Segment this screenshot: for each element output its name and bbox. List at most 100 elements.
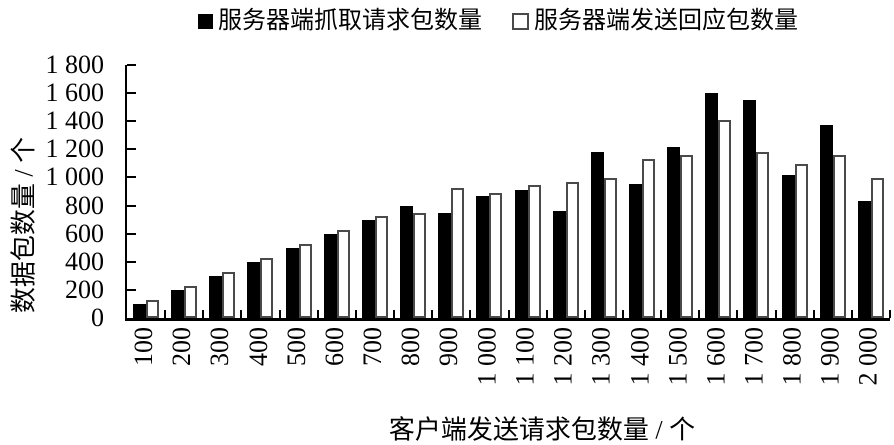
bar-captured-requests xyxy=(400,206,414,318)
bar-captured-requests xyxy=(323,234,337,318)
bar-sent-responses xyxy=(718,120,732,318)
open-square-icon xyxy=(512,12,529,30)
x-axis-tick-label: 1 100 xyxy=(510,327,540,386)
x-axis-tick-label: 100 xyxy=(129,327,159,366)
legend-item-captured-requests: 服务器端抓取请求包数量 xyxy=(198,8,482,34)
bar-captured-requests xyxy=(476,196,490,318)
bar-captured-requests xyxy=(247,262,261,318)
x-axis-tick xyxy=(621,310,624,318)
bar-captured-requests xyxy=(285,248,299,318)
bar-sent-responses xyxy=(336,230,350,318)
x-axis-tick-label: 700 xyxy=(357,327,387,366)
filled-square-icon xyxy=(198,13,213,29)
bar-captured-requests xyxy=(590,152,604,318)
bar-sent-responses xyxy=(451,188,465,318)
y-axis-tick-label: 1 000 xyxy=(45,162,105,192)
x-axis-tick xyxy=(316,310,319,318)
x-axis-tick-label: 1 700 xyxy=(739,327,769,386)
x-axis-tick xyxy=(469,310,472,318)
y-axis-tick xyxy=(127,64,136,67)
y-axis-tick-label: 400 xyxy=(65,246,104,276)
y-axis-tick-label: 1 800 xyxy=(45,50,105,79)
y-axis-tick xyxy=(127,260,136,263)
bar-sent-responses xyxy=(794,164,808,318)
bar-sent-responses xyxy=(870,178,884,318)
x-axis-tick-label: 1 500 xyxy=(663,327,693,386)
x-axis-tick-label: 2 000 xyxy=(853,327,883,386)
x-axis-tick xyxy=(850,310,853,318)
y-axis-tick-label: 200 xyxy=(65,274,104,304)
chart-legend: 服务器端抓取请求包数量 服务器端发送回应包数量 xyxy=(198,8,798,34)
legend-item-sent-responses: 服务器端发送回应包数量 xyxy=(512,8,798,34)
bar-captured-requests xyxy=(857,201,871,318)
x-axis-tick xyxy=(393,310,396,318)
bar-sent-responses xyxy=(680,155,694,318)
bar-captured-requests xyxy=(781,175,795,318)
x-axis-tick-label: 200 xyxy=(167,327,197,366)
x-axis-tick-label: 400 xyxy=(243,327,273,366)
bar-captured-requests xyxy=(171,290,185,318)
y-axis-tick xyxy=(127,232,136,235)
x-axis-tick xyxy=(354,310,357,318)
y-axis-tick-label: 1 400 xyxy=(45,106,105,136)
bar-captured-requests xyxy=(514,190,528,318)
bar-sent-responses xyxy=(374,216,388,318)
bar-captured-requests xyxy=(819,125,833,318)
x-axis-tick-label: 1 300 xyxy=(586,327,616,386)
x-axis-tick xyxy=(583,310,586,318)
x-axis-tick-label: 1 900 xyxy=(815,327,845,386)
y-axis-tick xyxy=(127,92,136,95)
bar-captured-requests xyxy=(667,147,681,318)
x-axis-tick xyxy=(240,310,243,318)
bar-captured-requests xyxy=(552,211,566,318)
y-axis-tick xyxy=(127,176,136,179)
bar-sent-responses xyxy=(413,213,427,318)
x-axis-tick-label: 1 600 xyxy=(701,327,731,386)
x-axis-tick xyxy=(660,310,663,318)
bar-sent-responses xyxy=(756,152,770,318)
legend-label-captured-requests: 服务器端抓取请求包数量 xyxy=(218,8,482,34)
bar-sent-responses xyxy=(565,182,579,318)
bar-captured-requests xyxy=(209,276,223,318)
y-axis-tick xyxy=(127,204,136,207)
bar-captured-requests xyxy=(361,220,375,318)
bar-sent-responses xyxy=(260,258,274,318)
y-axis-tick-label: 1 200 xyxy=(45,134,105,164)
bar-sent-responses xyxy=(832,155,846,318)
x-axis-tick-label: 1 200 xyxy=(548,327,578,386)
y-axis-tick xyxy=(127,120,136,123)
y-axis-tick-label: 0 xyxy=(91,303,104,332)
y-axis-tick xyxy=(127,288,136,291)
bar-sent-responses xyxy=(298,244,312,318)
x-axis-tick xyxy=(774,310,777,318)
x-axis-tick-label: 900 xyxy=(434,327,464,366)
x-axis-tick-label: 600 xyxy=(319,327,349,366)
bar-captured-requests xyxy=(438,213,452,318)
x-axis-tick xyxy=(812,310,815,318)
x-axis-title: 客户端发送请求包数量 / 个 xyxy=(388,415,696,445)
y-axis-tick-label: 600 xyxy=(65,218,104,248)
bar-captured-requests xyxy=(705,93,719,318)
x-axis-tick-label: 1 000 xyxy=(472,327,502,386)
bar-sent-responses xyxy=(222,272,236,318)
x-axis-tick xyxy=(202,310,205,318)
legend-label-sent-responses: 服务器端发送回应包数量 xyxy=(534,8,798,34)
bar-sent-responses xyxy=(184,286,198,318)
plot-area xyxy=(125,64,891,321)
x-axis-tick xyxy=(278,310,281,318)
bar-sent-responses xyxy=(641,159,655,318)
y-axis-tick xyxy=(127,148,136,151)
x-axis-tick xyxy=(164,310,167,318)
x-axis-tick-label: 800 xyxy=(396,327,426,366)
bar-sent-responses xyxy=(603,178,617,318)
x-axis-tick xyxy=(507,310,510,318)
y-axis-tick-label: 800 xyxy=(65,190,104,220)
x-axis-tick xyxy=(889,310,891,318)
x-axis-tick-label: 500 xyxy=(281,327,311,366)
y-axis-tick-label: 1 600 xyxy=(45,78,105,108)
bar-captured-requests xyxy=(743,100,757,318)
bar-captured-requests xyxy=(628,184,642,318)
x-axis-tick-label: 300 xyxy=(205,327,235,366)
x-axis-tick xyxy=(736,310,739,318)
